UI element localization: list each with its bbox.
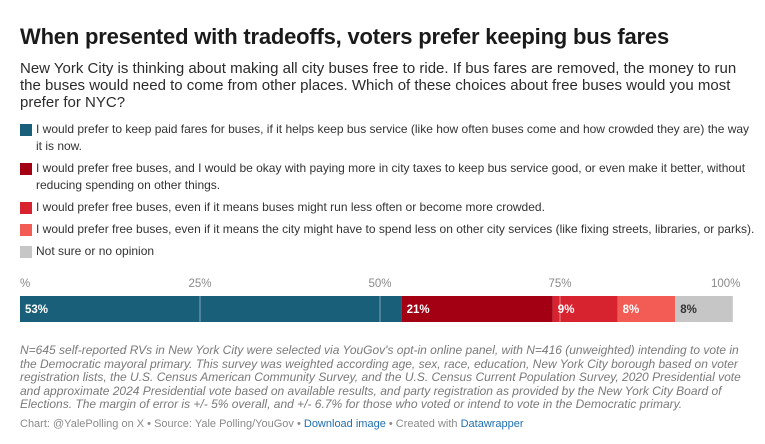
bar-value-label: 9% bbox=[558, 304, 575, 316]
bar-svg: 53% 21% 9% 8% 8% bbox=[20, 296, 733, 322]
legend-swatch bbox=[20, 202, 32, 214]
legend-swatch bbox=[20, 246, 32, 258]
legend-item-not-sure: Not sure or no opinion bbox=[20, 243, 755, 260]
legend-label: I would prefer to keep paid fares for bu… bbox=[36, 122, 750, 153]
legend-label: I would prefer free buses, and I would b… bbox=[36, 161, 746, 192]
bar-value-label: 8% bbox=[623, 304, 640, 316]
legend-label: Not sure or no opinion bbox=[36, 244, 155, 258]
legend-label: I would prefer free buses, even if it me… bbox=[36, 222, 755, 236]
bar-segment bbox=[401, 296, 553, 322]
x-tick-label: 50% bbox=[368, 278, 392, 290]
bar-segment bbox=[675, 296, 733, 322]
x-tick-label: 25% bbox=[188, 278, 212, 290]
x-tick-label: 75% bbox=[548, 278, 572, 290]
bar-value-label: 8% bbox=[680, 304, 697, 316]
bar-segment bbox=[552, 296, 618, 322]
download-image-link[interactable]: Download image bbox=[303, 418, 386, 430]
chart-title: When presented with tradeoffs, voters pr… bbox=[20, 24, 669, 49]
legend-item-keep-fares: I would prefer to keep paid fares for bu… bbox=[20, 121, 755, 155]
bar-value-label: 21% bbox=[407, 304, 430, 316]
chart-subtitle: New York City is thinking about making a… bbox=[20, 60, 737, 111]
stacked-bar-chart: 53% 21% 9% 8% 8% bbox=[20, 296, 740, 322]
bar-segment bbox=[20, 296, 402, 322]
footer-separator: • bbox=[385, 418, 396, 430]
legend-swatch bbox=[20, 224, 32, 236]
bar-value-label: 53% bbox=[25, 304, 48, 316]
legend-item-free-taxes: I would prefer free buses, and I would b… bbox=[20, 160, 755, 194]
legend: I would prefer to keep paid fares for bu… bbox=[20, 121, 755, 265]
legend-swatch bbox=[20, 124, 32, 136]
chart-credit: Chart: @YalePolling on X bbox=[20, 418, 145, 430]
chart-footer: Chart: @YalePolling on X • Source: Yale … bbox=[20, 418, 524, 430]
legend-item-free-less-service: I would prefer free buses, even if it me… bbox=[20, 199, 755, 216]
legend-item-free-cut-services: I would prefer free buses, even if it me… bbox=[20, 221, 755, 238]
source-text: Source: Yale Polling/YouGov bbox=[154, 418, 294, 430]
legend-swatch bbox=[20, 163, 32, 175]
x-tick-label: 100% bbox=[711, 278, 741, 290]
x-tick-label: % bbox=[20, 278, 31, 290]
chart-notes: N=645 self-reported RVs in New York City… bbox=[20, 343, 741, 411]
datawrapper-link[interactable]: Datawrapper bbox=[460, 418, 524, 430]
x-axis-tick-labels: % 25% 50% 75% 100% bbox=[20, 278, 740, 292]
footer-separator: • bbox=[144, 418, 155, 430]
bar-segment bbox=[617, 296, 676, 322]
created-with-text: Created with bbox=[395, 418, 461, 430]
footer-separator: • bbox=[293, 418, 304, 430]
legend-label: I would prefer free buses, even if it me… bbox=[36, 200, 545, 214]
